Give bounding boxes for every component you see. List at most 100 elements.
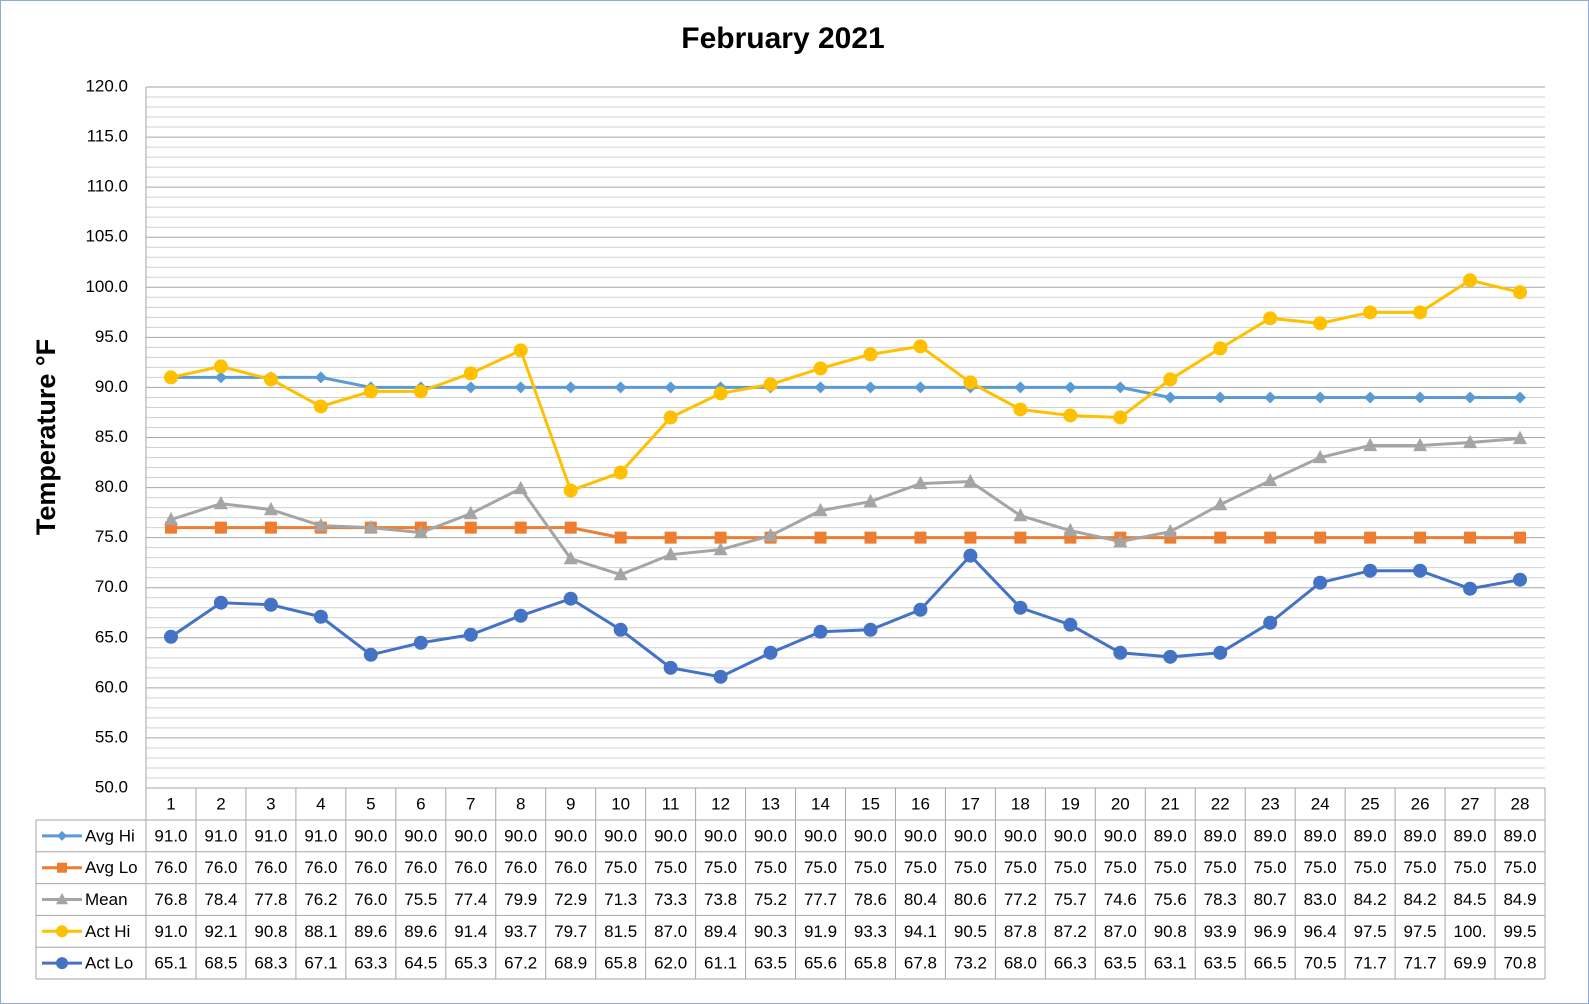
marker	[163, 629, 178, 644]
table-cell: 75.0	[904, 858, 937, 877]
marker	[864, 531, 877, 544]
table-cell: 76.0	[154, 858, 187, 877]
marker	[914, 531, 927, 544]
table-cell: 91.4	[454, 922, 487, 941]
marker	[1213, 645, 1228, 660]
x-tick-label: 13	[761, 794, 780, 813]
x-tick-label: 9	[566, 794, 575, 813]
x-tick-label: 7	[466, 794, 475, 813]
marker	[1263, 615, 1278, 630]
x-tick-label: 25	[1361, 794, 1380, 813]
y-tick-label: 75.0	[95, 527, 128, 546]
marker	[964, 531, 977, 544]
table-cell: 90.8	[254, 922, 287, 941]
marker	[1413, 563, 1428, 578]
marker	[1363, 437, 1378, 452]
table-cell: 89.0	[1154, 826, 1187, 845]
table-cell: 69.9	[1454, 954, 1487, 973]
table-cell: 75.0	[1254, 858, 1287, 877]
marker	[613, 465, 628, 480]
marker	[1063, 522, 1078, 537]
y-tick-label: 110.0	[87, 177, 128, 196]
y-tick-label: 65.0	[95, 627, 128, 646]
table-cell: 90.0	[354, 826, 387, 845]
legend-label: Mean	[85, 890, 128, 909]
marker	[263, 372, 278, 387]
table-cell: 91.0	[204, 826, 237, 845]
marker	[1463, 273, 1478, 288]
series-line	[170, 526, 1521, 540]
marker	[1014, 531, 1027, 544]
table-cell: 90.0	[804, 826, 837, 845]
table-cell: 90.0	[954, 826, 987, 845]
table-cell: 61.1	[704, 954, 737, 973]
y-tick-label: 50.0	[95, 777, 128, 796]
y-tick-label: 100.0	[85, 277, 128, 296]
marker	[1263, 311, 1278, 326]
marker	[564, 381, 577, 394]
table-cell: 75.0	[1054, 858, 1087, 877]
table-cell: 93.7	[504, 922, 537, 941]
marker	[1163, 523, 1178, 538]
x-tick-label: 27	[1461, 794, 1480, 813]
table-cell: 91.0	[154, 922, 187, 941]
marker	[1414, 391, 1427, 404]
marker	[813, 361, 828, 376]
x-tick-label: 28	[1511, 794, 1530, 813]
marker	[614, 531, 627, 544]
table-cell: 76.0	[404, 858, 437, 877]
table-cell: 70.8	[1503, 954, 1536, 973]
table-cell: 76.8	[154, 890, 187, 909]
table-cell: 75.0	[1354, 858, 1387, 877]
table-cell: 75.0	[804, 858, 837, 877]
table-cell: 89.0	[1204, 826, 1237, 845]
marker	[714, 531, 727, 544]
table-cell: 90.0	[654, 826, 687, 845]
table-cell: 76.2	[304, 890, 337, 909]
marker	[1463, 581, 1478, 596]
table-cell: 89.6	[404, 922, 437, 941]
marker	[1414, 531, 1427, 544]
table-cell: 65.1	[154, 954, 187, 973]
marker	[1413, 305, 1428, 320]
table-cell: 63.5	[1204, 954, 1237, 973]
table-cell: 73.3	[654, 890, 687, 909]
marker	[514, 381, 527, 394]
marker	[1063, 617, 1078, 632]
marker	[713, 669, 728, 684]
marker	[314, 371, 327, 384]
table-cell: 77.8	[254, 890, 287, 909]
legend-label: Act Hi	[85, 922, 130, 941]
marker	[1264, 531, 1277, 544]
series-line	[170, 375, 1521, 399]
marker	[1313, 449, 1328, 464]
x-tick-label: 12	[711, 794, 730, 813]
table-cell: 90.0	[1104, 826, 1137, 845]
table-cell: 84.9	[1503, 890, 1536, 909]
table-cell: 89.4	[704, 922, 737, 941]
table-cell: 66.5	[1254, 954, 1287, 973]
y-tick-label: 90.0	[95, 377, 128, 396]
table-cell: 74.6	[1104, 890, 1137, 909]
table-cell: 90.0	[754, 826, 787, 845]
table-cell: 65.6	[804, 954, 837, 973]
marker	[56, 925, 68, 938]
marker	[563, 550, 578, 565]
x-tick-label: 6	[416, 794, 425, 813]
table-cell: 75.2	[754, 890, 787, 909]
series-line	[170, 437, 1521, 577]
table-cell: 83.0	[1304, 890, 1337, 909]
marker	[1263, 472, 1278, 487]
table-cell: 94.1	[904, 922, 937, 941]
marker	[814, 381, 827, 394]
table-cell: 75.5	[404, 890, 437, 909]
table-cell: 65.8	[854, 954, 887, 973]
table-cell: 80.7	[1254, 890, 1287, 909]
marker	[913, 475, 928, 490]
legend-label: Avg Lo	[85, 858, 138, 877]
table-cell: 67.8	[904, 954, 937, 973]
x-tick-label: 5	[366, 794, 375, 813]
table-cell: 76.0	[204, 858, 237, 877]
marker	[1364, 391, 1377, 404]
table-cell: 72.9	[554, 890, 587, 909]
